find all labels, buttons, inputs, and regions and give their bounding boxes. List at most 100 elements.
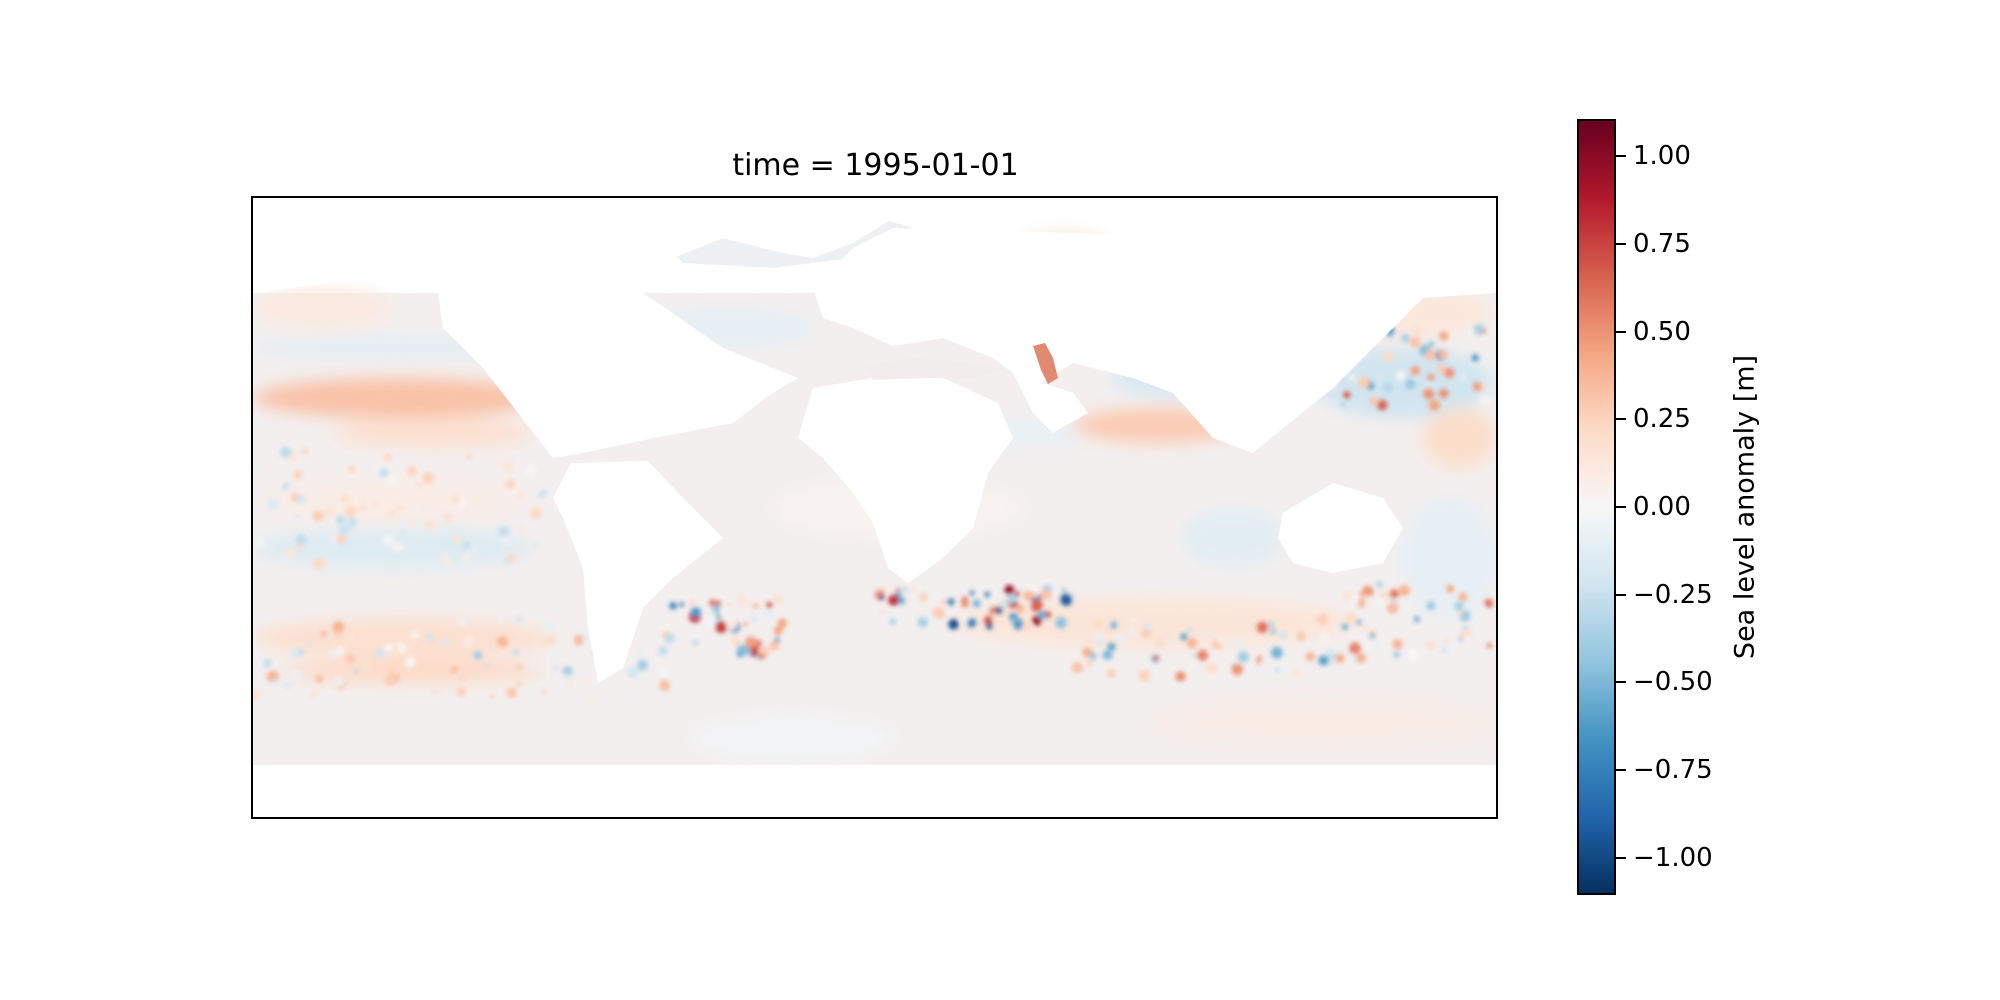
eddy [1180,633,1188,641]
colorbar-tick [1616,681,1626,684]
anomaly-blob [693,718,893,758]
eddy [659,680,671,692]
eddy [1396,370,1406,381]
eddy [582,676,592,687]
eddy [528,663,536,670]
eddy [295,534,307,545]
eddy [1004,585,1015,595]
eddy [1427,373,1435,381]
colorbar-tick [1616,593,1626,596]
eddy [1061,588,1067,593]
eddy [416,482,422,488]
eddy [588,692,597,702]
eddy [431,687,440,695]
eddy [984,616,993,625]
eddy [263,658,272,668]
eddy [1372,371,1384,383]
eddy [1407,649,1419,661]
eddy [462,506,469,513]
eddy [543,620,555,632]
eddy [1040,589,1052,600]
africa [798,378,1013,583]
eddy [1444,367,1455,379]
eddy [324,507,335,518]
eddy [1116,633,1126,644]
eddy [716,614,721,619]
eddy [331,534,338,541]
map-frame [251,196,1498,819]
sea-level-map [253,198,1496,817]
eddy [1274,667,1280,673]
eddy [440,555,451,566]
eddy [458,620,464,625]
eddy [1458,637,1463,642]
eddy [960,599,970,608]
eddy [1423,388,1435,400]
eddy [657,649,665,657]
eddy [1356,619,1362,626]
eddy [498,526,509,537]
eurasia [813,228,1496,453]
eddy [335,645,346,656]
anomaly-blob [1313,348,1493,418]
colorbar-tick [1616,418,1626,421]
colorbar [1577,119,1616,895]
eddy [341,494,351,504]
eddy [766,601,773,609]
eddy [1298,649,1304,654]
eddy [407,521,413,527]
eddy [1369,396,1379,406]
eddy [679,602,685,607]
australia [1278,483,1403,573]
eddy [339,524,350,535]
eddy [1481,605,1486,610]
eddy [1138,669,1151,682]
eddy [1460,610,1465,616]
eddy [1131,617,1137,623]
eddy [1362,585,1374,598]
eddy [462,541,470,550]
anomaly-blob [1423,408,1496,468]
eddy [473,650,483,660]
eddy [441,638,450,646]
eddy [329,649,338,659]
eddy [1369,632,1376,639]
eddy [547,547,552,552]
eddy [759,653,765,660]
eddy [1089,652,1097,660]
eddy [917,617,929,628]
anomaly-blob [953,598,1353,648]
eddy [516,681,522,686]
eddy [966,618,977,628]
colorbar-label: Sea level anomaly [m] [1729,354,1761,660]
arabia [1013,373,1088,433]
eddy [530,507,542,519]
eddy [948,619,959,630]
greenland-arctic [553,198,893,268]
eddy [1349,642,1361,654]
eddy [908,585,917,594]
eddy [986,622,993,630]
eddy [1257,655,1262,660]
eddy [1440,647,1448,654]
eddy [515,615,525,624]
eddy [293,470,303,480]
eddy [1372,641,1382,651]
eddy [334,630,342,638]
eddy [410,630,420,639]
eddy [1425,349,1437,361]
colorbar-tick-label: 0.25 [1633,404,1691,435]
eddy [525,465,537,477]
anomaly-blob [1153,698,1496,748]
eddy [347,517,357,528]
eddy [1256,621,1269,634]
colorbar-tick-label: −0.75 [1633,755,1713,786]
eddy [311,692,316,698]
eddy [623,686,631,693]
eddy [627,667,639,679]
anomaly-blob [333,418,533,448]
eddy [504,553,510,558]
anomaly-blob [1183,508,1283,568]
eddy [518,526,526,534]
eddy [1190,660,1197,668]
